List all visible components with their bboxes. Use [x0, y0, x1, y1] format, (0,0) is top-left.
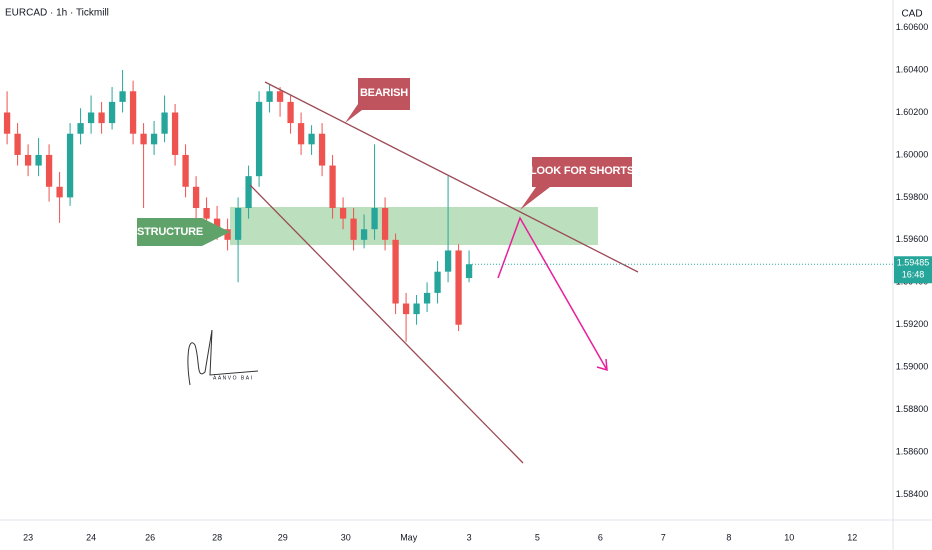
projection-arrow: [497, 216, 608, 371]
candle-body: [392, 239, 399, 304]
x-tick-label: 10: [784, 532, 794, 542]
candle-body: [371, 208, 378, 230]
signature: AANVO BAI: [213, 375, 253, 381]
signature-mark: [187, 329, 259, 386]
candle-body: [255, 101, 263, 177]
candle-body: [119, 91, 126, 102]
callout-text: BEARISH: [360, 87, 408, 99]
currency: CAD: [901, 9, 922, 20]
x-tick-label: 24: [86, 532, 96, 542]
candle-body: [24, 154, 32, 166]
candle-body: [276, 91, 284, 102]
callout: [520, 157, 632, 210]
x-tick-label: 6: [598, 532, 603, 542]
candle-body: [297, 123, 305, 145]
candle-body: [339, 208, 347, 219]
last-price: 1.59485: [897, 258, 930, 268]
candle-body: [224, 229, 231, 240]
candle-body: [3, 112, 11, 134]
candle-body: [140, 133, 147, 145]
x-tick-label: 29: [278, 532, 288, 542]
candle-body: [129, 91, 137, 134]
candle-body: [87, 112, 95, 124]
candle-body: [455, 250, 462, 325]
y-tick-label: 1.59000: [896, 362, 929, 372]
candle-body: [182, 154, 189, 187]
candle-body: [360, 229, 368, 240]
candle-body: [66, 133, 74, 198]
symbol-title: EURCAD · 1h · Tickmill: [5, 8, 109, 19]
y-tick-label: 1.58400: [896, 489, 929, 499]
candle-body: [108, 101, 116, 124]
y-tick-label: 1.60600: [896, 22, 929, 32]
arrow-head: [596, 358, 608, 372]
callout-text: LOOK FOR SHORTS: [530, 165, 634, 177]
candle-body: [245, 176, 252, 208]
candle-body: [150, 133, 158, 145]
callout: [137, 218, 230, 246]
callout-text: STRUCTURE: [137, 226, 203, 238]
structure-zone: [230, 207, 598, 245]
y-tick-label: 1.60400: [896, 64, 929, 74]
x-tick-label: 12: [847, 532, 857, 542]
y-tick-label: 1.58600: [896, 446, 929, 456]
x-tick-label: 8: [726, 532, 731, 542]
candle-body: [56, 186, 63, 198]
upper-trendline: [264, 81, 639, 273]
x-tick-label: 5: [535, 532, 540, 542]
candle-body: [444, 250, 452, 272]
x-tick-label: 30: [341, 532, 351, 542]
candle-body: [423, 292, 431, 304]
x-tick-label: 23: [23, 532, 33, 542]
candle-body: [350, 218, 357, 240]
y-tick-label: 1.59200: [896, 319, 929, 329]
y-tick-label: 1.59800: [896, 192, 929, 202]
y-tick-label: 1.59600: [896, 234, 929, 244]
last-price-box: [894, 256, 932, 284]
candles: [3, 70, 473, 342]
candle-body: [381, 208, 389, 240]
candle-body: [77, 123, 84, 134]
candle-body: [161, 112, 168, 134]
candle-body: [465, 264, 473, 279]
candle-body: [318, 133, 326, 166]
y-tick-label: 1.60200: [896, 107, 929, 117]
callout: [345, 78, 410, 123]
candle-body: [234, 208, 242, 240]
x-tick-label: 28: [212, 532, 222, 542]
lower-trendline: [249, 184, 524, 464]
candle-body: [203, 208, 210, 219]
candle-body: [98, 112, 105, 124]
candle-body: [402, 303, 410, 315]
countdown: 16:48: [902, 270, 925, 280]
candle-body: [266, 91, 273, 102]
candle-body: [35, 154, 42, 166]
candle-body: [329, 165, 336, 208]
candle-body: [192, 186, 200, 208]
candle-body: [213, 218, 221, 230]
candle-body: [308, 133, 315, 145]
candle-body: [287, 101, 294, 124]
candle-body: [45, 154, 53, 187]
x-tick-label: 3: [467, 532, 472, 542]
y-tick-label: 1.58800: [896, 404, 929, 414]
candle-body: [434, 271, 441, 293]
y-tick-label: 1.60000: [896, 149, 929, 159]
candle-body: [413, 303, 420, 315]
candle-body: [171, 112, 179, 155]
x-tick-label: May: [400, 532, 418, 542]
x-tick-label: 7: [661, 532, 666, 542]
candle-body: [14, 133, 21, 155]
x-tick-label: 26: [145, 532, 155, 542]
